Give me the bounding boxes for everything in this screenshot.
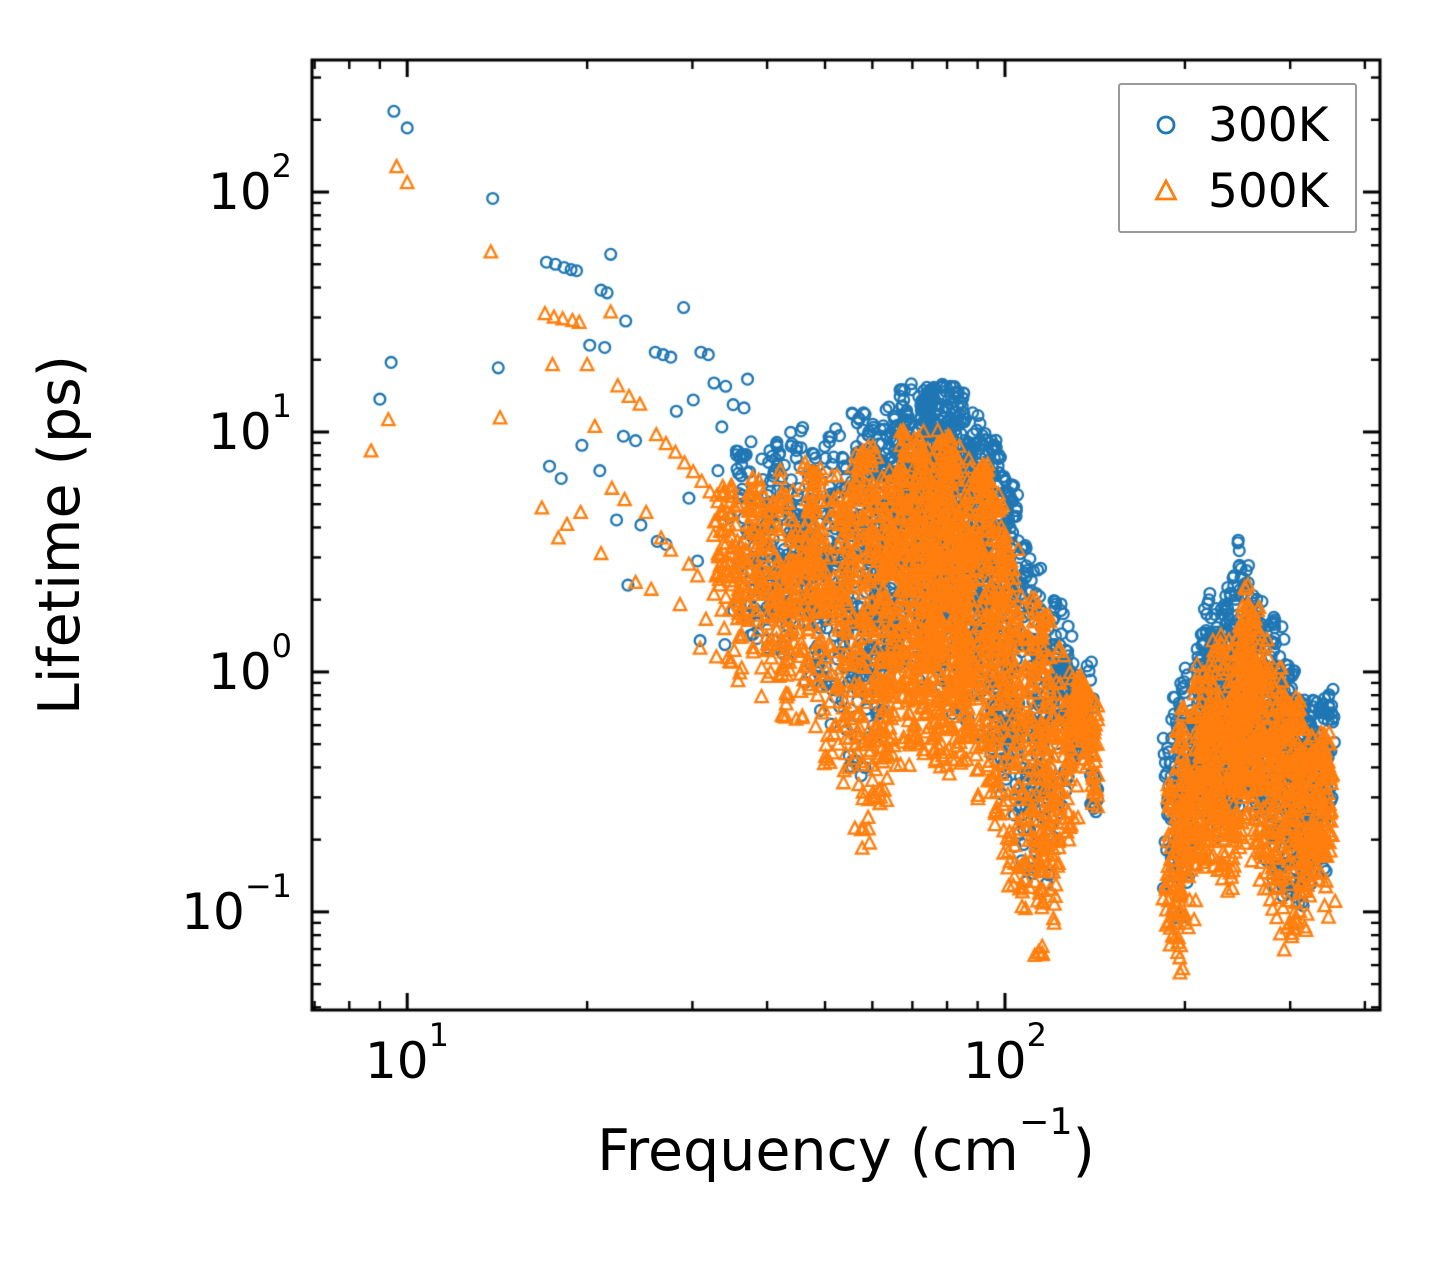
x-axis-title-exponent: −1 — [1018, 1099, 1073, 1143]
y-tick-base: 10 — [208, 643, 272, 701]
x-axis-title-text: Frequency (cm — [597, 1118, 1019, 1184]
y-tick-exponent: 2 — [271, 146, 292, 185]
x-tick-base: 10 — [963, 1032, 1027, 1090]
y-tick-label-0.1: 10−1 — [116, 870, 292, 941]
x-axis-title-close: ) — [1072, 1118, 1095, 1184]
y-tick-exponent: 0 — [271, 626, 292, 665]
x-tick-label-10: 101 — [307, 1019, 507, 1090]
x-tick-label-100: 102 — [905, 1019, 1105, 1090]
y-tick-base: 10 — [208, 403, 272, 461]
y-tick-base: 10 — [208, 163, 272, 221]
legend-entry-300K: 300K — [1120, 94, 1355, 156]
x-axis-title: Frequency (cm−1) — [496, 1103, 1196, 1184]
triangle-marker-icon — [1154, 178, 1178, 201]
y-tick-label-100: 102 — [116, 150, 292, 221]
legend-entry-500K: 500K — [1120, 160, 1355, 222]
x-tick-exponent: 1 — [428, 1015, 449, 1054]
y-tick-exponent: −1 — [244, 866, 292, 905]
x-tick-base: 10 — [365, 1032, 429, 1090]
y-tick-label-10: 101 — [116, 390, 292, 461]
y-tick-label-1: 100 — [116, 630, 292, 701]
y-axis-title: Lifetime (ps) — [27, 355, 93, 715]
legend-label: 500K — [1208, 163, 1329, 219]
y-tick-base: 10 — [181, 883, 245, 941]
x-tick-exponent: 2 — [1026, 1015, 1047, 1054]
legend: 300K 500K — [1118, 83, 1357, 233]
y-tick-exponent: 1 — [271, 386, 292, 425]
legend-label: 300K — [1208, 97, 1329, 153]
circle-marker-icon — [1156, 115, 1176, 135]
